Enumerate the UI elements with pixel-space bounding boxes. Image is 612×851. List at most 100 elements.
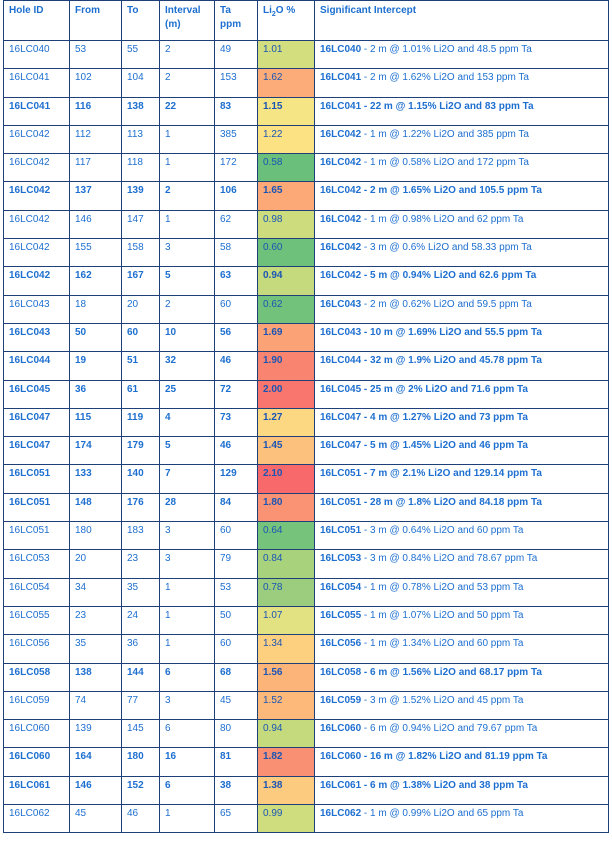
header-row: Hole ID From To Interval (m) Ta ppm Li2O… [3,0,609,41]
intercept-hole-id: 16LC042 [320,128,362,140]
cell-interval: 22 [159,96,215,126]
cell-hole-id: 16LC042 [3,266,70,296]
cell-to: 152 [121,775,160,806]
cell-li2o-percent: 1.62 [257,68,315,98]
cell-hole-id: 16LC047 [3,436,70,466]
cell-significant-intercept: 16LC042 - 5 m @ 0.94% Li2O and 62.6 ppm … [314,266,609,296]
intercept-hole-id: 16LC055 [320,609,362,621]
cell-ta-ppm: 46 [214,351,258,381]
intercept-hole-id: 16LC043 [320,326,362,338]
cell-ta-ppm: 62 [214,209,258,240]
intercept-hole-id: 16LC058 [320,666,362,678]
intercept-description: - 1 m @ 0.78% Li2O and 53 ppm Ta [361,581,524,593]
cell-ta-ppm: 60 [214,634,258,664]
cell-ta-ppm: 58 [214,238,258,268]
cell-interval: 5 [159,266,215,296]
cell-from: 116 [69,96,122,126]
cell-to: 158 [121,238,160,268]
cell-from: 50 [69,322,122,353]
cell-significant-intercept: 16LC042 - 2 m @ 1.65% Li2O and 105.5 ppm… [314,181,609,211]
intercept-description: - 4 m @ 1.27% Li2O and 73 ppm Ta [361,411,528,423]
intercept-hole-id: 16LC051 [320,525,362,537]
cell-significant-intercept: 16LC045 - 25 m @ 2% Li2O and 71.6 ppm Ta [314,379,609,409]
cell-significant-intercept: 16LC055 - 1 m @ 1.07% Li2O and 50 ppm Ta [314,605,609,636]
cell-li2o-percent: 1.45 [257,436,315,466]
cell-significant-intercept: 16LC047 - 4 m @ 1.27% Li2O and 73 ppm Ta [314,407,609,438]
cell-to: 35 [121,577,160,607]
cell-to: 144 [121,662,160,692]
table-row: 16LC042 162 167 5 63 0.94 16LC042 - 5 m @ 0.94… [3,266,609,296]
cell-hole-id: 16LC044 [3,351,70,381]
intercept-hole-id: 16LC042 [320,242,362,254]
cell-ta-ppm: 56 [214,322,258,353]
cell-from: 148 [69,492,122,523]
cell-li2o-percent: 1.07 [257,605,315,636]
cell-to: 138 [121,96,160,126]
cell-significant-intercept: 16LC042 - 1 m @ 1.22% Li2O and 385 ppm T… [314,124,609,155]
cell-hole-id: 16LC056 [3,634,70,664]
intercept-description: - 2 m @ 0.62% Li2O and 59.5 ppm Ta [361,298,532,310]
table-row: 16LC053 20 23 3 79 0.84 16LC053 - 3 m @ 0.84% … [3,549,609,579]
cell-ta-ppm: 80 [214,719,258,749]
cell-li2o-percent: 1.34 [257,634,315,664]
intercept-hole-id: 16LC045 [320,383,362,395]
cell-to: 55 [121,39,160,70]
cell-hole-id: 16LC047 [3,407,70,438]
cell-to: 23 [121,549,160,579]
cell-from: 36 [69,379,122,409]
cell-significant-intercept: 16LC044 - 32 m @ 1.9% Li2O and 45.78 ppm… [314,351,609,381]
cell-from: 162 [69,266,122,296]
cell-significant-intercept: 16LC043 - 10 m @ 1.69% Li2O and 55.5 ppm… [314,322,609,353]
cell-from: 139 [69,719,122,749]
cell-to: 176 [121,492,160,523]
cell-li2o-percent: 0.94 [257,719,315,749]
cell-to: 140 [121,464,160,494]
header-to: To [121,0,160,41]
cell-from: 146 [69,775,122,806]
intercept-description: - 6 m @ 1.38% Li2O and 38 ppm Ta [361,779,528,791]
intercept-description: - 7 m @ 2.1% Li2O and 129.14 ppm Ta [361,468,542,480]
cell-from: 74 [69,690,122,721]
intercept-hole-id: 16LC043 [320,298,362,310]
cell-li2o-percent: 2.00 [257,379,315,409]
cell-hole-id: 16LC062 [3,804,70,834]
intercept-hole-id: 16LC062 [320,808,362,820]
assay-results-table: Hole ID From To Interval (m) Ta ppm Li2O… [3,0,609,834]
cell-interval: 6 [159,719,215,749]
cell-ta-ppm: 385 [214,124,258,155]
cell-interval: 2 [159,39,215,70]
cell-interval: 3 [159,238,215,268]
cell-interval: 2 [159,181,215,211]
cell-li2o-percent: 0.78 [257,577,315,607]
cell-to: 60 [121,322,160,353]
header-ta-ppm: Ta ppm [214,0,258,41]
cell-hole-id: 16LC042 [3,153,70,183]
intercept-description: - 3 m @ 0.64% Li2O and 60 ppm Ta [361,525,524,537]
intercept-description: - 10 m @ 1.69% Li2O and 55.5 ppm Ta [361,326,542,338]
intercept-hole-id: 16LC061 [320,779,362,791]
cell-li2o-percent: 1.38 [257,775,315,806]
cell-to: 77 [121,690,160,721]
table-row: 16LC051 133 140 7 129 2.10 16LC051 - 7 m @ 2.1… [3,464,609,494]
intercept-description: - 2 m @ 1.01% Li2O and 48.5 ppm Ta [361,44,532,55]
intercept-description: - 5 m @ 0.94% Li2O and 62.6 ppm Ta [361,270,537,282]
cell-significant-intercept: 16LC060 - 16 m @ 1.82% Li2O and 81.19 pp… [314,747,609,777]
table-row: 16LC054 34 35 1 53 0.78 16LC054 - 1 m @ 0.78% … [3,577,609,607]
cell-significant-intercept: 16LC053 - 3 m @ 0.84% Li2O and 78.67 ppm… [314,549,609,579]
intercept-description: - 1 m @ 0.98% Li2O and 62 ppm Ta [361,213,524,225]
cell-to: 179 [121,436,160,466]
intercept-hole-id: 16LC047 [320,440,362,452]
table-row: 16LC045 36 61 25 72 2.00 16LC045 - 25 m @ 2% L… [3,379,609,409]
intercept-description: - 6 m @ 1.56% Li2O and 68.17 ppm Ta [361,666,542,678]
cell-hole-id: 16LC053 [3,549,70,579]
cell-interval: 16 [159,747,215,777]
header-significant-intercept: Significant Intercept [314,0,609,41]
cell-from: 53 [69,39,122,70]
table-row: 16LC062 45 46 1 65 0.99 16LC062 - 1 m @ 0.99% … [3,804,609,834]
cell-from: 115 [69,407,122,438]
table-row: 16LC051 180 183 3 60 0.64 16LC051 - 3 m @ 0.64… [3,521,609,551]
cell-li2o-percent: 0.62 [257,294,315,324]
cell-interval: 25 [159,379,215,409]
intercept-hole-id: 16LC060 [320,723,362,735]
table-row: 16LC043 50 60 10 56 1.69 16LC043 - 10 m @ 1.69… [3,322,609,353]
